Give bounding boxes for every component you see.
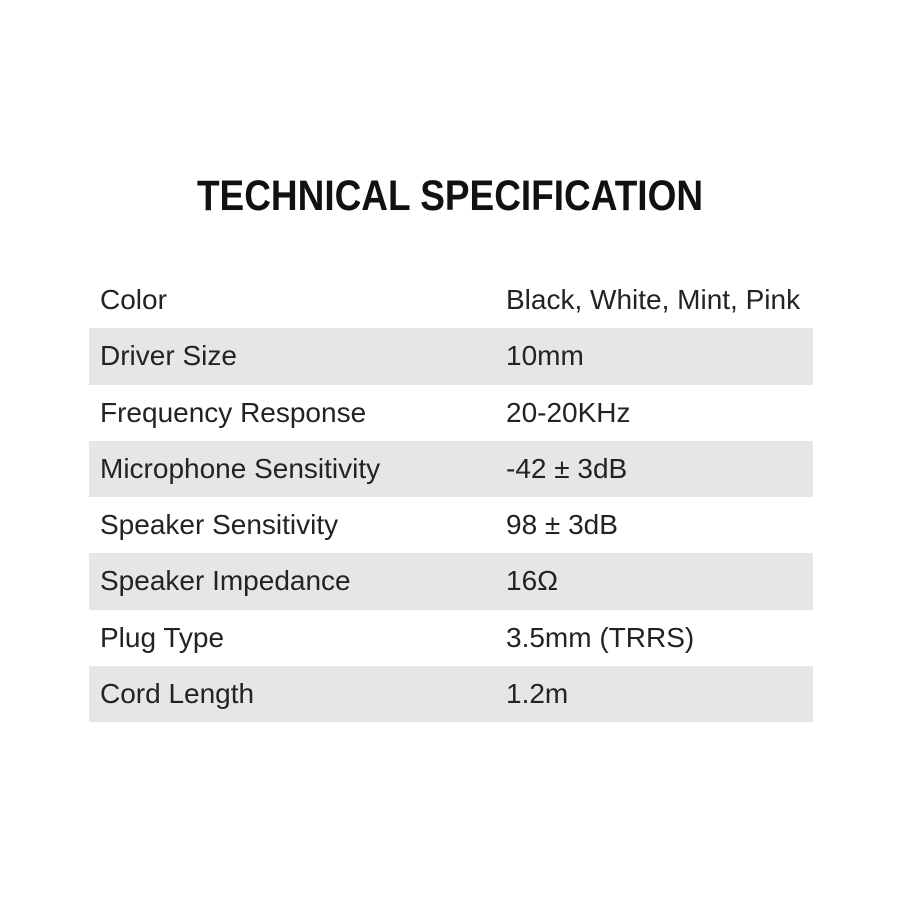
spec-value: 1.2m <box>506 677 569 709</box>
spec-label: Frequency Response <box>100 396 367 428</box>
spec-row: Frequency Response 20-20KHz <box>89 385 813 441</box>
spec-label: Plug Type <box>100 621 225 653</box>
spec-label: Driver Size <box>100 340 237 372</box>
spec-label: Color <box>100 284 167 316</box>
spec-table: Color Black, White, Mint, Pink Driver Si… <box>89 272 813 722</box>
spec-row: Microphone Sensitivity -42 ± 3dB <box>89 440 813 497</box>
spec-value: 16Ω <box>506 565 559 597</box>
spec-value: 20-20KHz <box>506 396 631 428</box>
spec-row: Cord Length 1.2m <box>89 665 813 722</box>
spec-value: 10mm <box>506 340 584 372</box>
spec-row: Speaker Impedance 16Ω <box>89 553 813 610</box>
spec-value: -42 ± 3dB <box>506 452 628 484</box>
spec-value: 98 ± 3dB <box>506 509 618 541</box>
spec-row: Plug Type 3.5mm (TRRS) <box>89 610 813 666</box>
spec-label: Cord Length <box>100 677 255 709</box>
spec-label: Microphone Sensitivity <box>100 452 381 484</box>
spec-row: Speaker Sensitivity 98 ± 3dB <box>89 497 813 553</box>
spec-value: Black, White, Mint, Pink <box>506 284 801 316</box>
page-title: TECHNICAL SPECIFICATION <box>196 172 704 220</box>
spec-label: Speaker Impedance <box>100 565 351 597</box>
spec-row: Driver Size 10mm <box>89 328 813 385</box>
spec-value: 3.5mm (TRRS) <box>506 621 695 653</box>
spec-row: Color Black, White, Mint, Pink <box>89 272 813 328</box>
spec-label: Speaker Sensitivity <box>100 509 339 541</box>
